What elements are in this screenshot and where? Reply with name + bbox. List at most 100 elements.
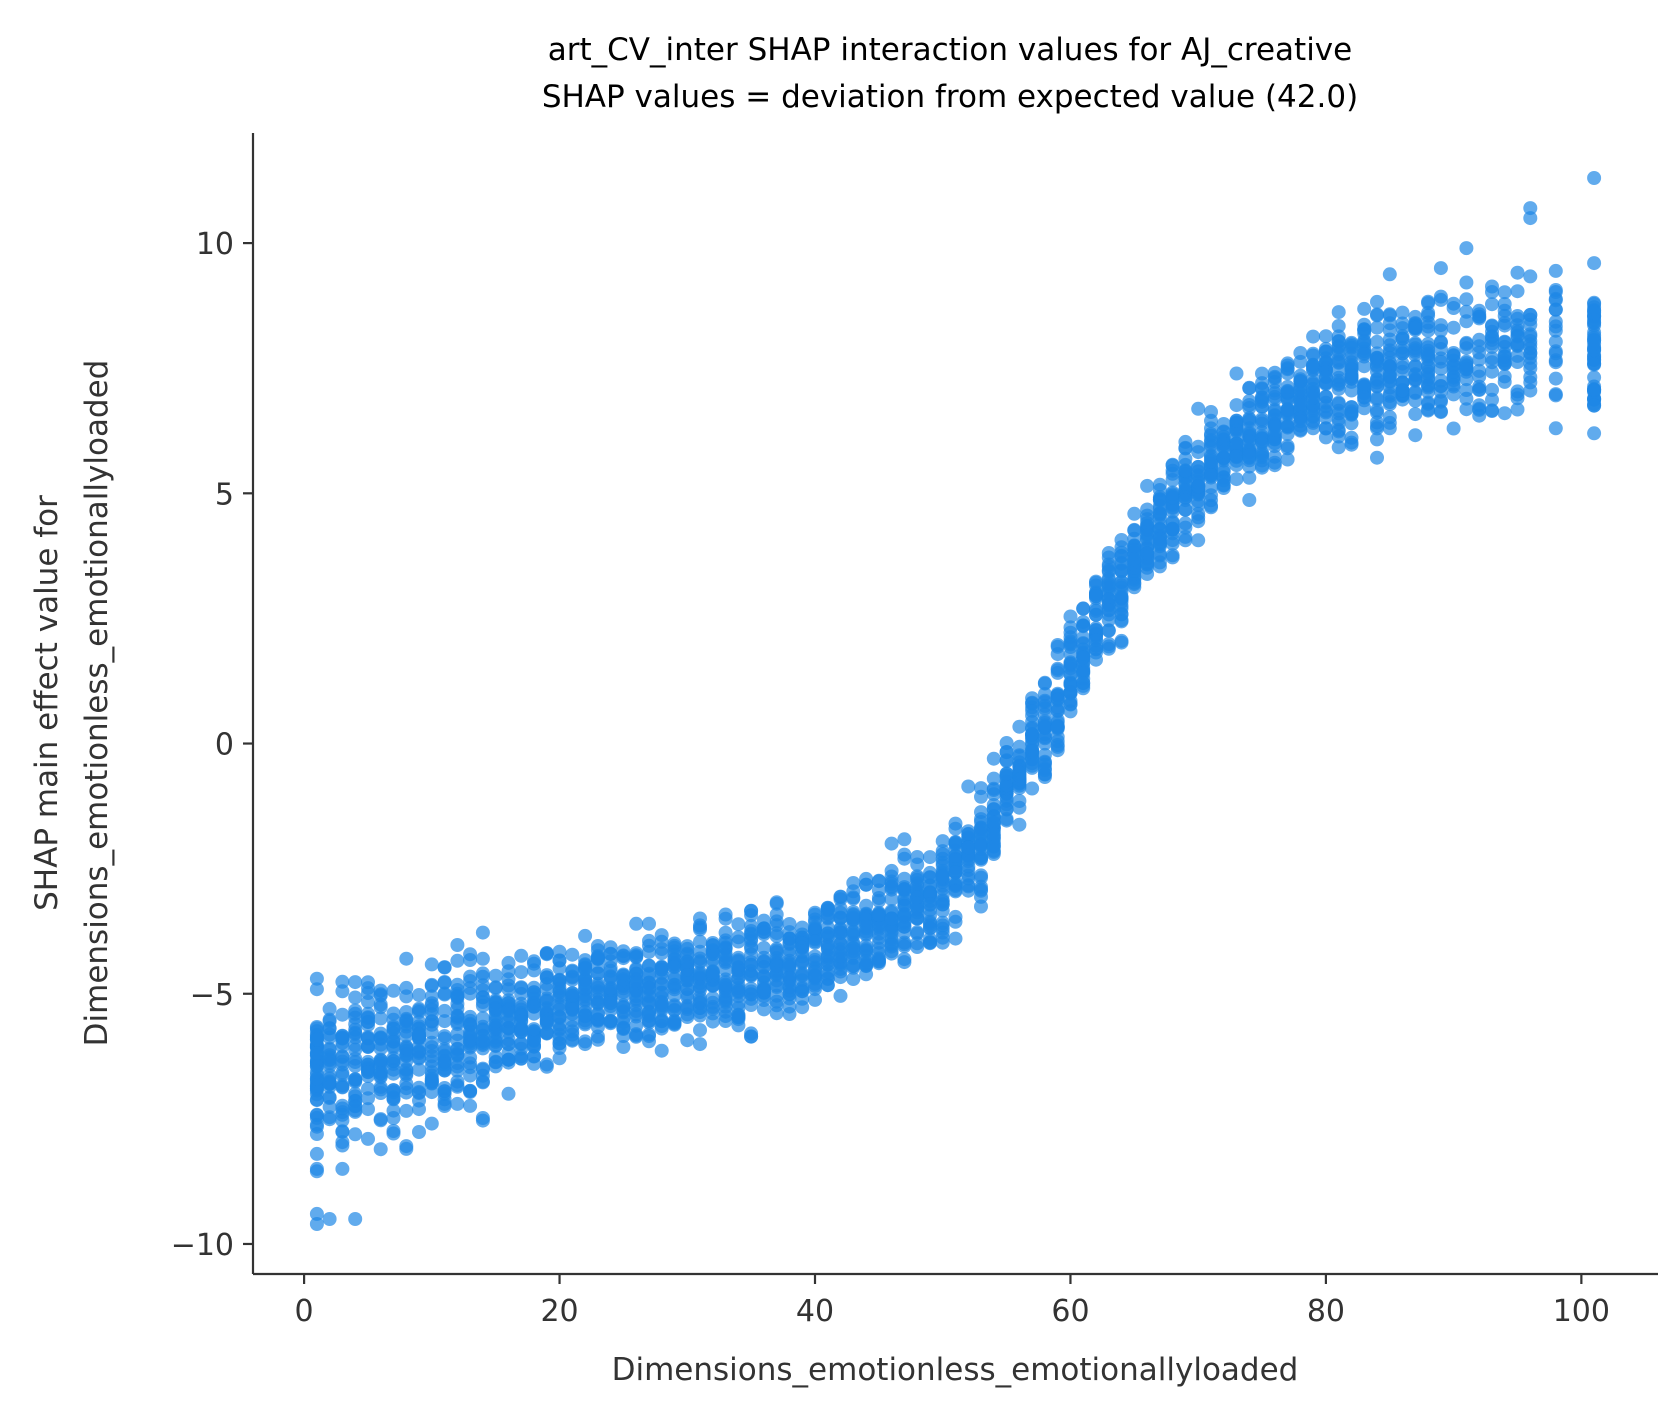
scatter-point bbox=[974, 899, 988, 914]
scatter-point bbox=[820, 901, 835, 916]
scatter-point bbox=[322, 1074, 337, 1089]
x-tick-label: 100 bbox=[1553, 1294, 1610, 1329]
scatter-point bbox=[1204, 480, 1218, 495]
x-tick-label: 60 bbox=[1051, 1294, 1089, 1329]
scatter-point bbox=[1433, 342, 1448, 356]
scatter-point bbox=[769, 914, 784, 929]
scatter-point bbox=[1050, 720, 1065, 735]
scatter-point bbox=[1472, 303, 1487, 318]
scatter-point bbox=[1510, 348, 1525, 363]
scatter-point bbox=[565, 1020, 580, 1035]
scatter-point bbox=[1344, 368, 1359, 383]
scatter-point bbox=[1318, 389, 1333, 404]
scatter-point bbox=[769, 958, 784, 973]
scatter-point bbox=[756, 982, 771, 997]
scatter-point bbox=[1510, 402, 1525, 417]
scatter-point bbox=[463, 1018, 478, 1033]
scatter-point bbox=[424, 1116, 439, 1131]
scatter-point bbox=[590, 951, 605, 966]
scatter-point bbox=[488, 1002, 503, 1017]
scatter-point bbox=[412, 1125, 426, 1139]
scatter-point bbox=[961, 879, 976, 894]
scatter-point bbox=[744, 998, 759, 1012]
scatter-point bbox=[986, 751, 1001, 766]
scatter-point bbox=[1344, 337, 1359, 352]
scatter-point bbox=[731, 930, 746, 945]
scatter-point bbox=[846, 925, 861, 940]
scatter-point bbox=[361, 1081, 375, 1096]
scatter-point bbox=[1127, 580, 1142, 595]
scatter-point bbox=[1548, 283, 1563, 297]
scatter-point bbox=[590, 976, 605, 991]
y-tick-label: 5 bbox=[215, 477, 234, 512]
scatter-point bbox=[488, 968, 503, 983]
scatter-point bbox=[348, 1042, 363, 1057]
scatter-point bbox=[1089, 601, 1103, 616]
scatter-point bbox=[910, 911, 925, 926]
scatter-point bbox=[693, 951, 707, 966]
scatter-point bbox=[1101, 579, 1116, 593]
scatter-point bbox=[1446, 370, 1461, 385]
scatter-point bbox=[897, 847, 912, 862]
scatter-point bbox=[948, 884, 963, 899]
scatter-point bbox=[859, 944, 874, 959]
scatter-point bbox=[999, 793, 1014, 808]
scatter-point bbox=[1191, 460, 1206, 474]
scatter-point bbox=[309, 1217, 324, 1231]
scatter-point bbox=[986, 771, 1001, 786]
scatter-point bbox=[361, 975, 375, 990]
scatter-point bbox=[309, 982, 324, 997]
scatter-point bbox=[1472, 383, 1487, 397]
scatter-point bbox=[1229, 413, 1244, 428]
scatter-point bbox=[1255, 448, 1269, 463]
scatter-point bbox=[412, 1003, 426, 1018]
x-tick-label: 0 bbox=[295, 1294, 314, 1329]
scatter-point bbox=[361, 1011, 375, 1026]
scatter-point bbox=[1485, 285, 1499, 299]
scatter-point bbox=[846, 943, 861, 958]
y-axis-label-line2: Dimensions_emotionless_emotionallyloaded bbox=[79, 360, 115, 1047]
scatter-point bbox=[1114, 635, 1129, 650]
scatter-point bbox=[667, 1015, 682, 1030]
scatter-point bbox=[1216, 436, 1231, 451]
scatter-point bbox=[1293, 383, 1308, 397]
y-tick-label: −5 bbox=[190, 978, 234, 1013]
scatter-point bbox=[974, 838, 988, 853]
scatter-point bbox=[1280, 452, 1295, 467]
scatter-point bbox=[475, 978, 490, 993]
scatter-point bbox=[590, 1020, 605, 1035]
scatter-point bbox=[386, 1091, 401, 1106]
scatter-point bbox=[1548, 355, 1563, 370]
scatter-point bbox=[1459, 241, 1474, 256]
scatter-point bbox=[1050, 729, 1065, 744]
scatter-point bbox=[1255, 436, 1269, 451]
scatter-point bbox=[590, 966, 605, 981]
scatter-point bbox=[1204, 468, 1218, 483]
scatter-point bbox=[833, 911, 848, 926]
scatter-point bbox=[1433, 393, 1448, 408]
scatter-point bbox=[948, 865, 963, 880]
chart-title: art_CV_inter SHAP interaction values for… bbox=[548, 32, 1352, 68]
scatter-point bbox=[463, 1068, 478, 1083]
scatter-point bbox=[1114, 548, 1129, 563]
scatter-point bbox=[590, 939, 605, 953]
scatter-point bbox=[910, 926, 925, 941]
scatter-point bbox=[756, 950, 771, 965]
scatter-point bbox=[1421, 323, 1436, 338]
scatter-point bbox=[923, 918, 937, 933]
scatter-point bbox=[437, 1057, 452, 1072]
scatter-point bbox=[1344, 430, 1359, 445]
scatter-point bbox=[923, 908, 937, 923]
scatter-point bbox=[501, 1013, 516, 1028]
scatter-point bbox=[1331, 329, 1346, 344]
scatter-point bbox=[769, 896, 784, 911]
scatter-point bbox=[820, 964, 835, 979]
scatter-point bbox=[1191, 480, 1206, 494]
scatter-point bbox=[833, 988, 848, 1003]
scatter-point bbox=[693, 922, 707, 937]
scatter-point bbox=[475, 951, 490, 966]
scatter-point bbox=[769, 1006, 784, 1021]
scatter-point bbox=[986, 787, 1001, 802]
scatter-point bbox=[373, 1066, 388, 1081]
